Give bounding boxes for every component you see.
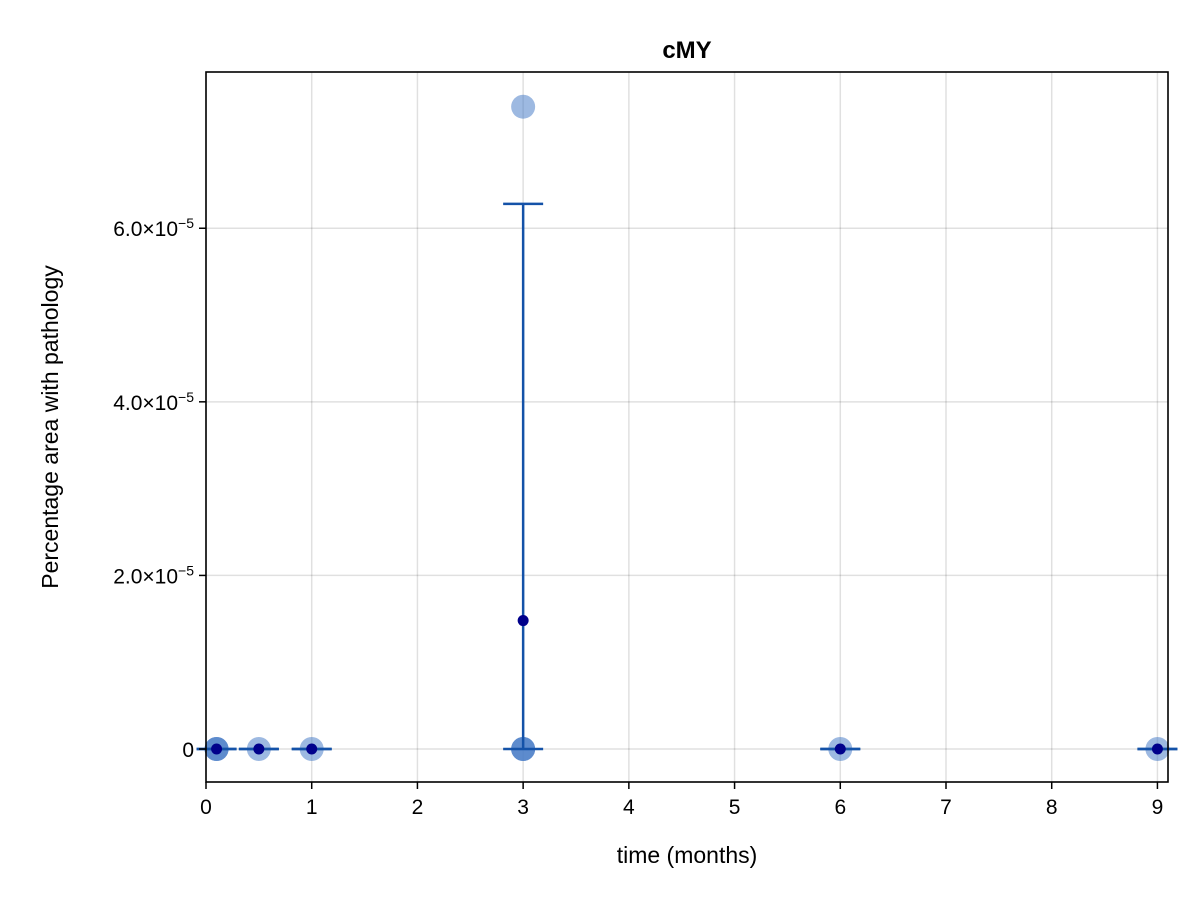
y-tick-label: 0: [182, 739, 194, 762]
x-tick-label: 0: [200, 796, 212, 819]
individual-point: [511, 94, 536, 119]
x-tick-label: 9: [1152, 796, 1164, 819]
x-tick-label: 5: [729, 796, 741, 819]
y-axis-label: Percentage area with pathology: [37, 265, 63, 589]
y-tick-label: 6.0×10−5: [113, 215, 194, 241]
mean-point: [211, 743, 223, 755]
x-tick-label: 7: [940, 796, 952, 819]
axis-ticks: 0 1 2 3 4 5 6 7 8 9 0 2.0×10−5 4.0×10−5 6.0×10−5: [113, 215, 1163, 819]
y-tick-label: 2.0×10−5: [113, 562, 194, 588]
grid: [205, 72, 1168, 782]
mean-point: [834, 743, 846, 755]
x-tick-label: 2: [412, 796, 424, 819]
chart-title: cMY: [662, 37, 711, 64]
plot-frame: [205, 71, 1169, 783]
x-tick-label: 3: [517, 796, 529, 819]
x-tick-label: 6: [834, 796, 846, 819]
plot-marks: [196, 94, 1178, 762]
mean-point: [517, 615, 529, 627]
y-tick-label: 4.0×10−5: [113, 389, 194, 415]
x-axis-label: time (months): [617, 842, 758, 868]
x-tick-label: 1: [306, 796, 318, 819]
mean-point: [1151, 743, 1163, 755]
x-tick-label: 8: [1046, 796, 1058, 819]
mean-point: [253, 743, 265, 755]
x-tick-label: 4: [623, 796, 635, 819]
mean-point: [306, 743, 318, 755]
